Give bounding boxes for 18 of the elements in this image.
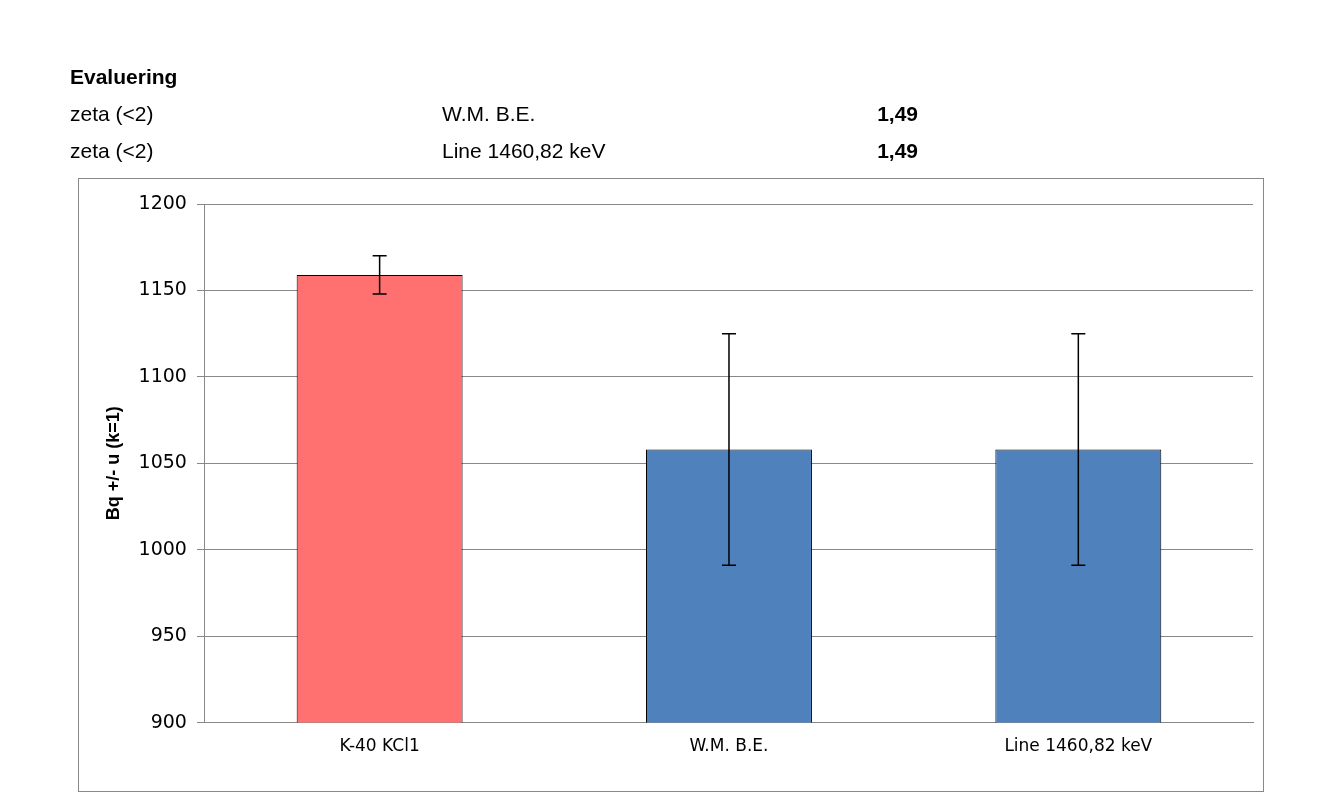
text: Line 1460,82 keV [442, 138, 606, 164]
y-tick-label: 950 [150, 623, 187, 646]
y-axis-title: Bq +/- u (k=1) [102, 406, 123, 521]
x-tick-label: K-40 KCl1 [339, 735, 420, 756]
y-tick-label: 1050 [138, 450, 187, 473]
x-tick-label: Line 1460,82 keV [1004, 735, 1153, 756]
y-tick-label: 1200 [138, 190, 187, 213]
x-tick-label: W.M. B.E. [689, 735, 769, 756]
text: 1,49 [877, 101, 918, 127]
text: Evaluering [70, 64, 178, 90]
text: W.M. B.E. [442, 101, 536, 127]
y-tick-label: 900 [150, 709, 187, 732]
text: zeta (<2) [70, 101, 154, 127]
text: 1,49 [877, 138, 918, 164]
text: zeta (<2) [70, 138, 154, 164]
y-tick-label: 1100 [138, 363, 187, 386]
y-tick-label: 1150 [138, 277, 187, 300]
y-tick-label: 1000 [138, 536, 187, 559]
